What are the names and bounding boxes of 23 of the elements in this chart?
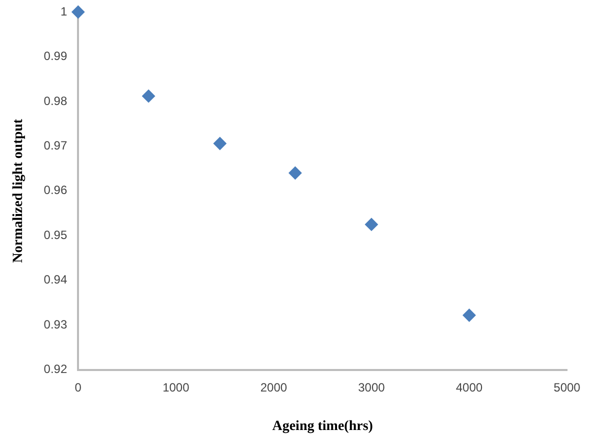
x-tick-label: 0 bbox=[74, 380, 82, 394]
y-tick-label: 0.97 bbox=[44, 138, 68, 152]
y-tick-label: 0.93 bbox=[44, 317, 68, 332]
y-tick-label: 0.99 bbox=[44, 49, 68, 64]
point bbox=[364, 218, 378, 231]
y-tick-label: 0.96 bbox=[44, 183, 68, 198]
x-axis-title: Ageing time(hrs) bbox=[272, 419, 374, 434]
x-tick-label: 5000 bbox=[554, 380, 581, 394]
y-tick-label: 0.95 bbox=[44, 228, 68, 242]
y-tick-label: 0.98 bbox=[44, 94, 68, 108]
point bbox=[462, 308, 476, 322]
point bbox=[72, 6, 85, 18]
point bbox=[142, 90, 156, 103]
x-tick-label: 3000 bbox=[358, 380, 386, 394]
y-tick-label: 1 bbox=[60, 4, 68, 18]
y-tick-label: 0.94 bbox=[44, 272, 68, 287]
y-tick-label: 0.92 bbox=[44, 362, 68, 376]
x-tick-label: 4000 bbox=[456, 380, 483, 394]
point bbox=[288, 166, 302, 180]
x-tick-label: 1000 bbox=[162, 380, 190, 394]
x-tick-label: 2000 bbox=[260, 380, 288, 394]
y-axis-title: Normalized light output bbox=[11, 118, 26, 263]
point bbox=[213, 136, 226, 150]
